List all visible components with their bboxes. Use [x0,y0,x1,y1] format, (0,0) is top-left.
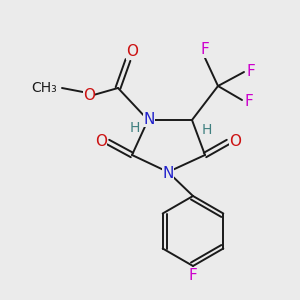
Text: O: O [229,134,241,149]
Text: F: F [244,94,253,110]
Text: O: O [83,88,95,103]
Text: H: H [202,123,212,137]
Text: H: H [130,121,140,135]
Text: O: O [126,44,138,59]
Text: N: N [143,112,155,127]
Text: CH₃: CH₃ [31,81,57,95]
Text: O: O [95,134,107,149]
Text: F: F [189,268,197,283]
Text: F: F [201,43,209,58]
Text: F: F [247,64,255,80]
Text: N: N [162,166,174,181]
